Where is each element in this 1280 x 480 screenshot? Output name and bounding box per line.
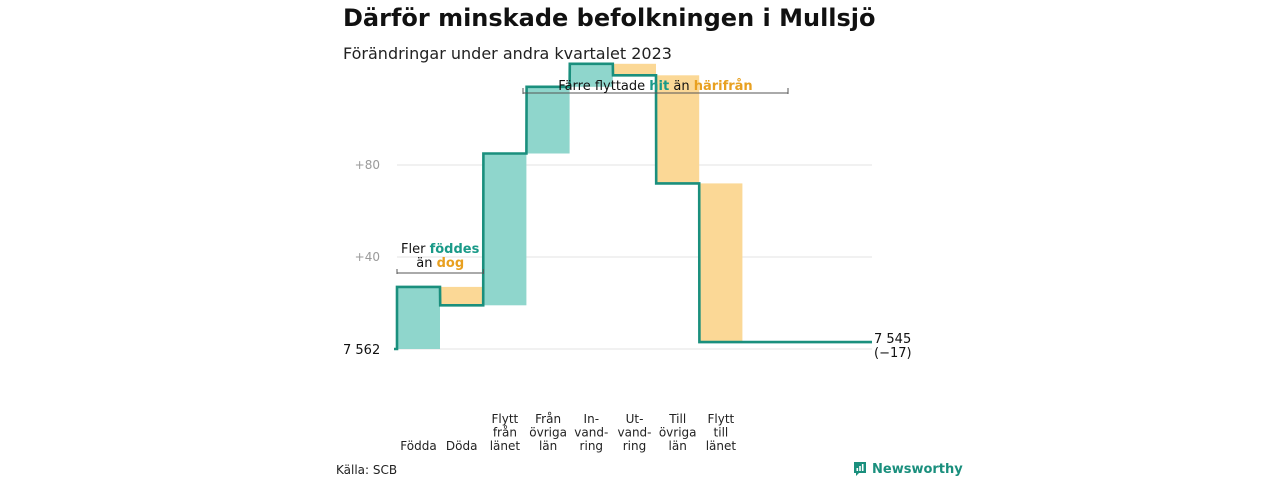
end-value-label: 7 545: [874, 332, 911, 347]
bar-6: [613, 63, 656, 76]
annotation-highlight: föddes: [430, 242, 480, 257]
category-label: länet: [706, 439, 737, 453]
bar-2: [440, 286, 484, 306]
y-tick-label: +80: [355, 158, 380, 172]
source-note: Källa: SCB: [336, 463, 398, 477]
category-label: Ut-: [626, 412, 644, 426]
category-label: Födda: [400, 439, 436, 453]
newsworthy-logo-icon: [854, 462, 866, 476]
moves-annotation: Färre flyttade hit än härifrån: [558, 79, 752, 94]
category-label: övriga: [529, 426, 567, 440]
category-label: från: [493, 426, 517, 440]
annotation-text: än: [669, 79, 693, 94]
annotation-text: Fler: [401, 242, 430, 257]
category-label: län: [539, 439, 557, 453]
category-label: övriga: [659, 426, 697, 440]
category-label: län: [669, 439, 687, 453]
annotation-text: än: [416, 256, 436, 271]
bar-5: [569, 63, 613, 87]
category-label: vand-: [617, 426, 651, 440]
bar-4: [526, 86, 570, 154]
bar-8: [699, 183, 743, 343]
start-value-label: 7 562: [343, 343, 380, 358]
category-label: till: [714, 426, 729, 440]
births-bracket: [396, 269, 484, 274]
category-label: Till: [668, 412, 686, 426]
annotation-highlight: härifrån: [694, 79, 753, 94]
brand-name: Newsworthy: [872, 461, 963, 477]
category-label: Döda: [446, 439, 478, 453]
births-annotation-line1: Fler föddes: [401, 242, 480, 257]
category-label: länet: [490, 439, 521, 453]
moves-bracket: [522, 88, 789, 94]
annotation-highlight: dog: [437, 256, 465, 271]
bar-1: [397, 286, 440, 349]
annotation-text: Färre flyttade: [558, 79, 649, 94]
category-label: ring: [623, 439, 647, 453]
annotation-highlight: hit: [649, 79, 669, 94]
category-label: Från: [535, 412, 561, 426]
cumulative-step-line: [394, 62, 872, 351]
category-label: Flytt: [708, 412, 735, 426]
category-label: vand-: [574, 426, 608, 440]
births-annotation-line2: än dog: [416, 256, 464, 271]
chart-subtitle: Förändringar under andra kvartalet 2023: [343, 44, 672, 63]
change-label: (−17): [874, 346, 912, 361]
chart-title: Därför minskade befolkningen i Mullsjö: [343, 4, 876, 32]
bar-3: [483, 153, 527, 306]
y-tick-label: +40: [355, 250, 380, 264]
category-label: In-: [584, 412, 599, 426]
category-label: Flytt: [492, 412, 519, 426]
brand-logo: Newsworthy: [853, 461, 963, 477]
category-label: ring: [580, 439, 604, 453]
